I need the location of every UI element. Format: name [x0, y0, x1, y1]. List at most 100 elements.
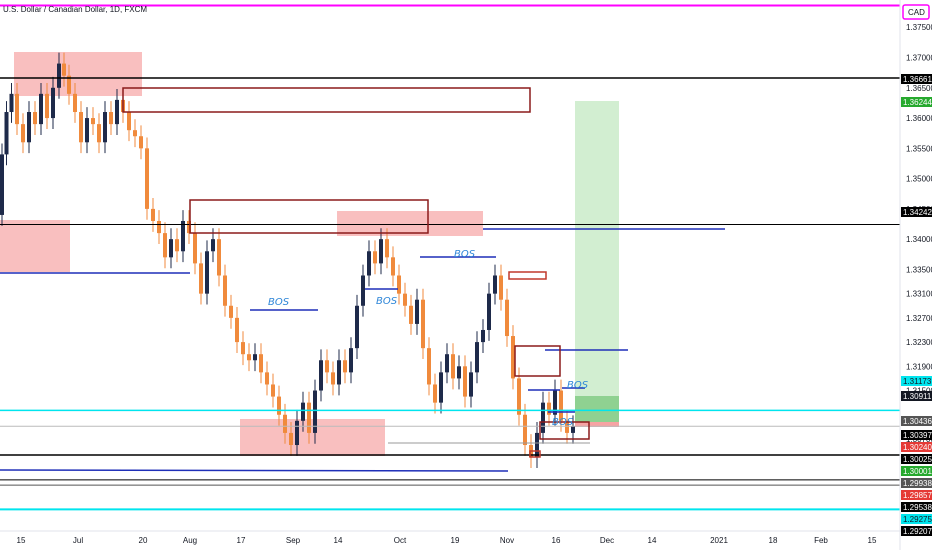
target-zone-green[interactable] [575, 101, 619, 396]
candle-body [51, 87, 55, 119]
candle-body [439, 372, 443, 403]
y-tick-label: 1.33500 [906, 265, 932, 274]
price-tags-layer: 1.36661 1.36244 1.34242 1.31173 1.30911 1.304… [901, 74, 932, 536]
y-tick-label: 1.33100 [906, 290, 932, 299]
candle-body [433, 384, 437, 403]
price-tag-bg [901, 207, 932, 217]
outlined-zone-nov-low[interactable] [539, 421, 590, 440]
candle-body [4, 112, 9, 155]
price-tag-label: 1.36244 [903, 98, 932, 107]
candle-body [271, 384, 275, 397]
candle-body [421, 299, 425, 349]
x-tick-label: 19 [451, 536, 460, 545]
candle-body [223, 275, 227, 306]
candle-body [15, 93, 19, 125]
candle-body [463, 366, 467, 397]
candle-body [79, 112, 83, 143]
candle-body [313, 390, 317, 433]
candle-body [475, 342, 479, 373]
price-tag-bg [901, 376, 932, 386]
outlined-zone-nov-tiny[interactable] [529, 450, 541, 458]
demand-zone-sep[interactable] [240, 419, 385, 456]
candle-body [27, 112, 31, 143]
price-tag-bg [901, 490, 932, 500]
candle-body [349, 348, 353, 373]
demand-zone-left[interactable] [0, 220, 70, 272]
candle-body [169, 239, 173, 258]
y-tick-label: 1.34000 [906, 235, 932, 244]
candle-body [511, 336, 515, 379]
currency-label: CAD [908, 8, 925, 17]
candle-body [97, 124, 101, 143]
x-tick-label: 16 [552, 536, 561, 545]
candle-body [493, 275, 497, 294]
candle-body [373, 251, 377, 264]
price-tag-label: 1.30397 [903, 431, 932, 440]
price-tag-label: 1.29538 [903, 503, 932, 512]
candle-body [541, 402, 545, 433]
price-tag-label: 1.30436 [903, 417, 932, 426]
x-tick-label: 15 [868, 536, 877, 545]
y-tick-label: 1.35000 [906, 175, 932, 184]
candle-body [343, 360, 347, 373]
zones-layer [0, 52, 619, 456]
candle-body [499, 275, 503, 300]
price-tag-label: 1.29938 [903, 479, 932, 488]
candle-body [259, 354, 263, 373]
structure-lines [0, 228, 725, 472]
y-tick-label: 1.37000 [906, 54, 932, 63]
chart-title: U.S. Dollar / Canadian Dollar, 1D, FXCM [3, 5, 147, 14]
outlined-zone-aug[interactable] [189, 199, 429, 234]
candle-body [139, 136, 143, 149]
candle-body [403, 293, 407, 306]
bos-label-nov-a: BOS [567, 380, 589, 391]
bos-label-nov-b: BOS [552, 417, 574, 428]
stop-zone-red[interactable] [575, 422, 619, 427]
price-tag-label: 1.30240 [903, 443, 932, 452]
x-tick-label: Feb [814, 536, 828, 545]
candle-body [39, 93, 43, 125]
candle-body [361, 275, 365, 306]
supply-zone-oct[interactable] [337, 211, 483, 236]
candle-body [391, 257, 395, 276]
price-tag-bg [901, 454, 932, 464]
price-tag-bg [901, 74, 932, 84]
supply-zone-top[interactable] [14, 52, 142, 96]
candle-body [33, 112, 37, 125]
candle-body [62, 63, 66, 76]
price-tag-bg [901, 514, 932, 524]
entry-zone-green[interactable] [575, 396, 619, 422]
bos-label-oct: BOS [454, 249, 476, 260]
candle-body [57, 63, 61, 88]
price-tag-bg [901, 526, 932, 536]
price-tag-label: 1.29857 [903, 491, 932, 500]
candle-body [133, 130, 137, 137]
candle-body [157, 220, 161, 234]
candle-body [337, 360, 341, 385]
candle-body [115, 99, 119, 125]
levels-layer [0, 4, 900, 511]
y-tick-label: 1.37500 [906, 23, 932, 32]
price-tag-label: 1.30911 [903, 392, 932, 401]
currency-badge[interactable]: CAD [902, 4, 930, 20]
x-tick-label: Jul [73, 536, 83, 545]
candle-body [379, 239, 383, 264]
candle-body [9, 93, 14, 113]
candle-body [547, 402, 551, 415]
price-tag-bg [901, 391, 932, 401]
outlined-zone-nov[interactable] [514, 345, 561, 377]
outlined-zone-oct-small[interactable] [508, 271, 547, 280]
structure-line-long-low[interactable] [0, 469, 509, 472]
candle-body [21, 124, 25, 143]
candle-body [241, 342, 245, 355]
candle-body [325, 360, 329, 373]
price-tag-label: 1.36661 [903, 75, 932, 84]
price-tag-label: 1.30001 [903, 467, 932, 476]
candles-layer [0, 52, 575, 469]
outlined-zone-jul[interactable] [122, 87, 531, 113]
outlined-zones [122, 87, 590, 458]
candle-body [91, 118, 95, 125]
candle-body [253, 354, 257, 361]
